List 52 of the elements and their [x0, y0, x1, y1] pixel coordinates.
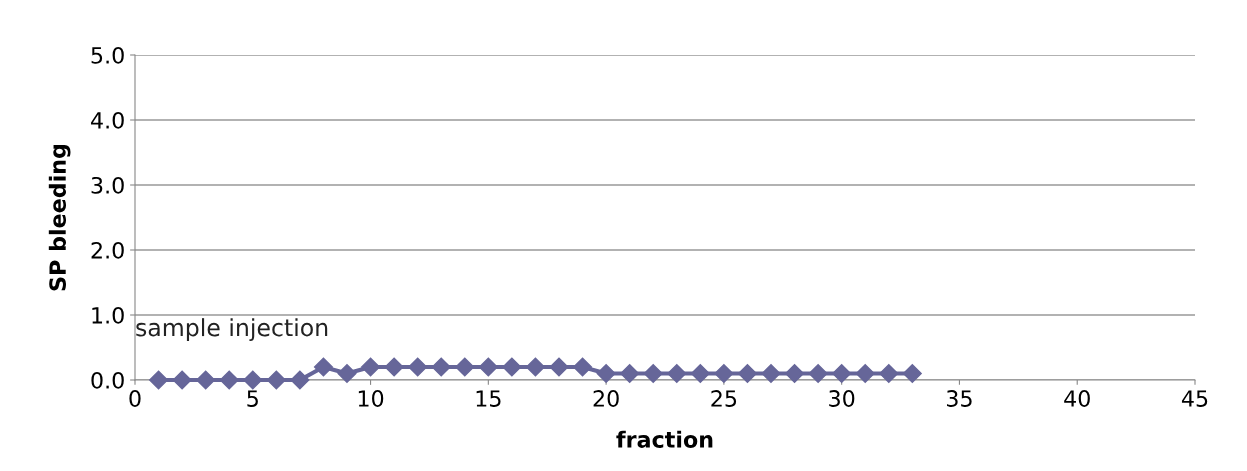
point	[785, 363, 805, 384]
point	[549, 357, 569, 377]
point	[196, 370, 216, 390]
x-tick-label: 40	[1064, 390, 1090, 407]
point	[243, 370, 263, 390]
point	[337, 363, 357, 384]
point	[714, 363, 734, 384]
x-tick-label: 20	[593, 390, 619, 407]
point	[643, 363, 663, 384]
point	[761, 363, 781, 384]
point	[313, 357, 333, 377]
point	[478, 357, 498, 377]
x-tick-label: 15	[476, 390, 501, 407]
x-tick-label: 45	[1181, 390, 1208, 407]
point	[808, 363, 828, 384]
point	[737, 363, 757, 384]
point	[172, 370, 192, 390]
x-tick-label: 0	[129, 390, 141, 407]
point	[502, 357, 522, 377]
point	[879, 363, 899, 384]
x-axis-title: fraction	[616, 430, 713, 448]
point	[408, 357, 428, 377]
point	[266, 370, 286, 390]
point	[219, 370, 239, 390]
point	[455, 357, 475, 377]
y-tick-label: 4.0	[91, 111, 124, 129]
point	[855, 363, 875, 384]
y-axis-title: SP bleeding	[48, 144, 71, 291]
point	[596, 363, 616, 384]
point	[667, 363, 687, 384]
x-tick-label: 30	[829, 390, 855, 407]
point	[620, 363, 640, 384]
point	[690, 363, 710, 384]
point	[573, 357, 593, 377]
point	[384, 357, 404, 377]
y-tick-label: 2.0	[91, 241, 124, 259]
x-tick-label: 35	[947, 390, 972, 407]
y-tick-label: 5.0	[91, 46, 124, 64]
x-tick-label: 25	[711, 390, 737, 407]
x-tick-label: 10	[358, 390, 384, 407]
point	[361, 357, 381, 377]
point	[149, 370, 169, 390]
y-tick-label: 1.0	[92, 306, 124, 324]
point	[525, 357, 545, 377]
y-tick-label: 3.0	[91, 176, 124, 194]
annotation: sample injection	[136, 318, 328, 341]
point	[902, 363, 922, 384]
x-tick-label: 5	[247, 390, 258, 407]
point	[290, 370, 310, 390]
point	[431, 357, 451, 377]
y-tick-label: 0.0	[91, 371, 124, 389]
point	[832, 363, 852, 384]
